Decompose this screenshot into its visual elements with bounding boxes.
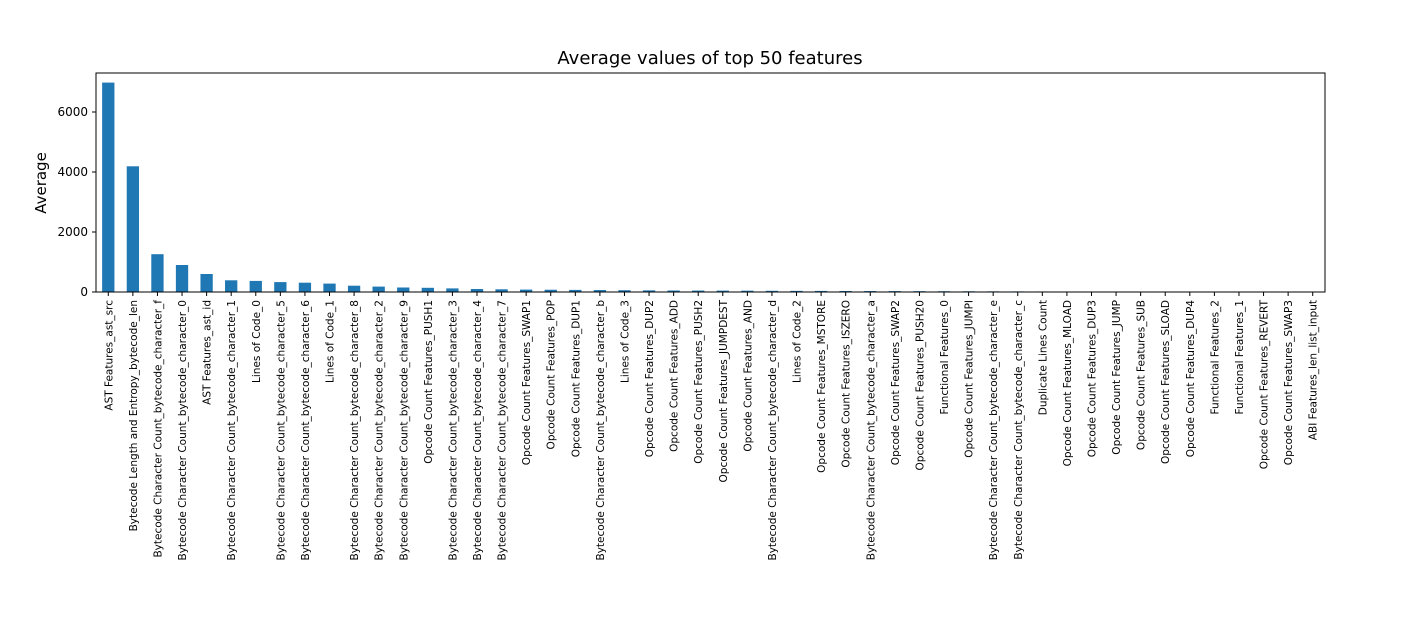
x-tick-label: Opcode Count Features_PUSH20 [914, 300, 926, 470]
y-tick-label: 4000 [57, 165, 88, 179]
bar [274, 282, 286, 292]
y-ticks-group: 0 2000 4000 6000 [57, 105, 96, 299]
bar [250, 281, 262, 292]
bar [348, 286, 360, 292]
y-tick-label: 0 [80, 285, 88, 299]
x-tick-label: Opcode Count Features_SWAP1 [521, 300, 533, 465]
x-tick-label: Bytecode Character Count_bytecode_charac… [595, 300, 607, 561]
plot-frame [96, 73, 1325, 292]
bar [299, 283, 311, 292]
x-tick-label: Opcode Count Features_SUB [1136, 300, 1148, 450]
x-tick-label: Bytecode Character Count_bytecode_charac… [472, 300, 484, 561]
x-tick-label: Opcode Count Features_JUMPI [964, 300, 976, 458]
bar [225, 280, 237, 292]
x-tick-label: Bytecode Character Count_bytecode_charac… [865, 300, 877, 560]
chart-title: Average values of top 50 features [557, 48, 862, 69]
x-tick-label: Bytecode Character Count_bytecode_charac… [398, 300, 410, 561]
bar [397, 288, 409, 293]
x-tick-label: Bytecode Character Count_bytecode_charac… [349, 300, 361, 561]
x-tick-label: Lines of Code_0 [251, 300, 263, 383]
x-tick-label: Functional Features_2 [1209, 300, 1221, 414]
x-tick-label: Bytecode Character Count_bytecode_charac… [767, 300, 779, 561]
x-tick-label: Functional Features_0 [939, 300, 951, 414]
x-tick-label: AST Features_ast_src [103, 300, 115, 411]
x-tick-label: Bytecode Character Count_bytecode_charac… [226, 300, 238, 561]
x-tick-label: Bytecode Length and Entropy_bytecode_len [128, 300, 140, 531]
x-tick-label: Opcode Count Features_PUSH2 [693, 300, 705, 464]
x-tick-label: Bytecode Character Count_bytecode_charac… [447, 300, 459, 561]
bar [323, 284, 335, 292]
bar [127, 166, 139, 292]
x-tick-label: Opcode Count Features_REVERT [1259, 299, 1271, 469]
bar [102, 83, 114, 292]
bar [151, 254, 163, 292]
x-tick-label: Bytecode Character Count_bytecode_charac… [497, 300, 509, 561]
x-tick-label: Opcode Count Features_JUMP [1111, 300, 1123, 455]
bars-group [102, 83, 1319, 292]
x-tick-label: Opcode Count Features_ADD [669, 300, 681, 452]
x-tick-label: Functional Features_1 [1234, 300, 1246, 414]
x-tick-label: Opcode Count Features_JUMPDEST [718, 299, 730, 482]
x-tick-label: Opcode Count Features_DUP4 [1185, 300, 1197, 458]
y-tick-label: 6000 [57, 105, 88, 119]
x-tick-label: Opcode Count Features_DUP2 [644, 300, 656, 457]
x-tick-label: Opcode Count Features_DUP3 [1086, 300, 1098, 457]
bar [200, 274, 212, 292]
x-tick-label: Lines of Code_1 [325, 300, 337, 383]
x-tick-label: Opcode Count Features_MSTORE [816, 300, 828, 473]
x-tick-label: Opcode Count Features_DUP1 [570, 300, 582, 457]
x-tick-label: Opcode Count Features_MLOAD [1062, 300, 1074, 466]
x-ticks-group: AST Features_ast_src Bytecode Length and … [103, 292, 1319, 561]
y-tick-label: 2000 [57, 225, 88, 239]
bar [373, 287, 385, 292]
x-tick-label: Opcode Count Features_SWAP2 [890, 300, 902, 465]
x-tick-label: ABI Features_len_list_input [1308, 300, 1320, 440]
x-tick-label: Lines of Code_3 [619, 300, 631, 383]
y-axis-label: Average [32, 152, 50, 214]
x-tick-label: Opcode Count Features_POP [546, 300, 558, 449]
x-tick-label: Bytecode Character Count_bytecode_charac… [988, 300, 1000, 560]
x-tick-label: Bytecode Character Count_bytecode_charac… [152, 300, 164, 558]
x-tick-label: Bytecode Character Count_bytecode_charac… [300, 300, 312, 561]
x-tick-label: Bytecode Character Count_bytecode_charac… [1013, 300, 1025, 560]
x-tick-label: Lines of Code_2 [792, 300, 804, 383]
x-tick-label: Duplicate Lines Count [1037, 300, 1049, 415]
x-tick-label: Opcode Count Features_SWAP3 [1283, 300, 1295, 465]
bar [176, 265, 188, 292]
x-tick-label: Opcode Count Features_SLOAD [1160, 300, 1172, 464]
x-tick-label: Bytecode Character Count_bytecode_charac… [177, 300, 189, 561]
bar [422, 288, 434, 292]
x-tick-label: Bytecode Character Count_bytecode_charac… [275, 300, 287, 561]
x-tick-label: Bytecode Character Count_bytecode_charac… [374, 300, 386, 561]
x-tick-label: Opcode Count Features_ISZERO [841, 300, 853, 468]
x-tick-label: AST Features_ast_id [202, 300, 214, 405]
x-tick-label: Opcode Count Features_AND [742, 300, 754, 452]
x-tick-label: Opcode Count Features_PUSH1 [423, 300, 435, 464]
bar [446, 288, 458, 292]
